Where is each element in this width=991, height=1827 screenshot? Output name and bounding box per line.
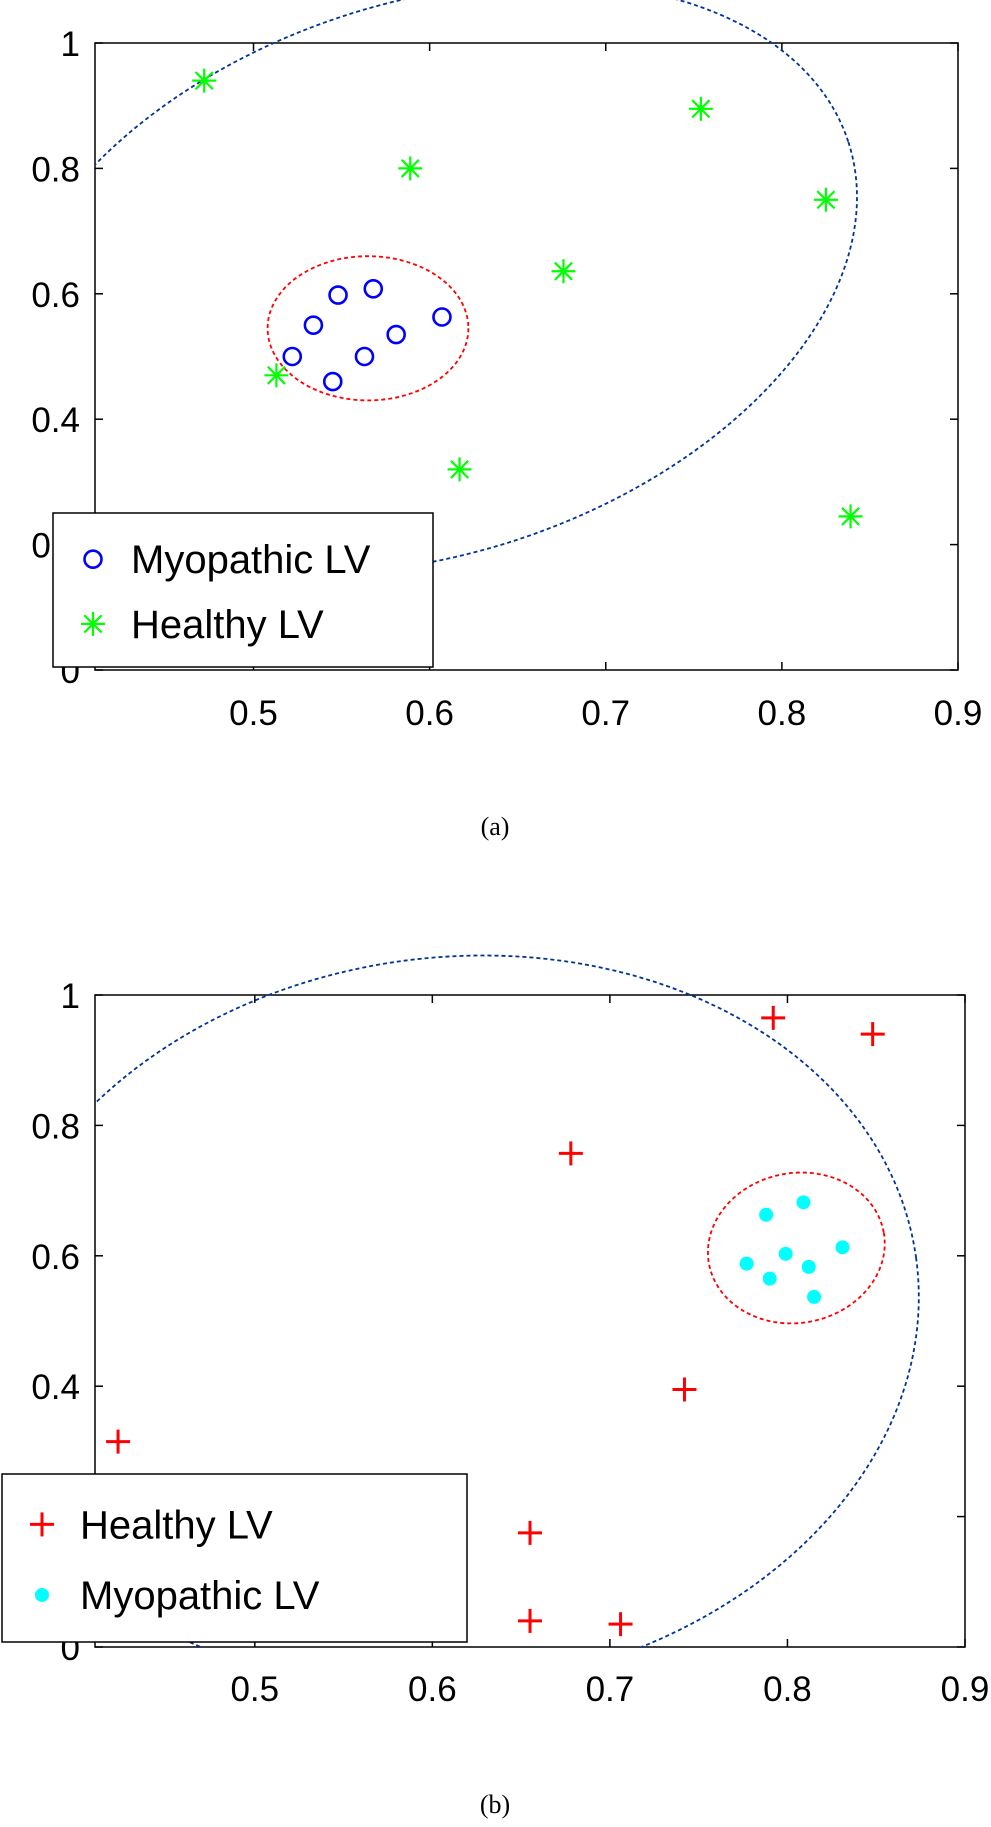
data-point [386,324,406,345]
x-tick-label: 0.5 [229,694,278,733]
data-point [264,363,289,388]
data-point [106,1429,131,1454]
legend-box [1,1473,468,1643]
y-tick-label: 0.4 [31,401,80,440]
data-point [398,156,423,181]
data-point [838,504,863,529]
data-point-d2 [194,71,214,91]
ellipses [95,0,858,575]
data-point [192,68,217,93]
data-point [672,1377,697,1402]
data-point [518,1520,542,1545]
series-myopathic-lv [739,1195,850,1304]
data-point [796,1195,811,1210]
data-point [762,1271,777,1286]
legend-box [52,512,434,668]
legend: Healthy LV Myopathic LV [1,1473,468,1643]
data-point [551,259,576,284]
legend-marker [30,1512,54,1537]
data-point-d2 [450,459,469,479]
y-tick-label: 1 [61,977,80,1016]
x-tick-label: 0.6 [408,1670,457,1709]
y-tick-label: 0.8 [31,150,80,189]
legend-label: Healthy LV [131,603,324,647]
plot-area [94,42,959,671]
y-tick-label: 0.4 [31,1368,80,1407]
legend-label: Myopathic LV [80,1574,320,1618]
data-point [761,1005,786,1030]
x-tick-label: 0.7 [586,1670,635,1709]
data-point [688,96,713,121]
data-point [835,1240,850,1255]
data-point [282,346,303,367]
data-point-d2 [816,190,836,210]
data-point [778,1246,793,1261]
data-point [363,278,384,299]
data-point [813,187,838,212]
legend-marker [35,1587,49,1602]
outer-boundary-ellipse [95,0,858,575]
inner-boundary-ellipse [707,1171,886,1325]
outer-boundary-ellipse [95,954,920,1647]
series-myopathic-lv [282,278,452,392]
y-tick-label: 0.6 [31,1238,80,1277]
data-point [608,1612,633,1637]
data-point [860,1022,885,1047]
series-healthy-lv [192,68,863,529]
y-tick-label: 1 [61,25,80,64]
x-tick-label: 0.8 [758,694,807,733]
data-point [432,307,452,327]
data-point-d2 [554,261,573,281]
data-point [759,1207,774,1222]
y-tick-label: 0.6 [31,276,80,315]
data-point [322,371,343,392]
legend-label: Myopathic LV [131,538,371,582]
legend-label: Healthy LV [80,1503,273,1547]
ellipses [95,954,920,1647]
legend-marker-d2 [83,614,103,634]
data-point-d2 [400,158,420,178]
data-point [354,346,375,367]
data-point [447,457,472,482]
figure-caption: (b) [480,1790,510,1819]
data-point [739,1256,754,1271]
x-tick-label: 0.9 [941,1670,990,1709]
inner-boundary-ellipse [266,255,470,402]
x-tick-label: 0.8 [763,1670,812,1709]
figure-caption: (a) [481,812,510,841]
data-point-d2 [841,506,860,526]
x-tick-label: 0.7 [581,694,630,733]
data-point [328,285,348,305]
x-tick-label: 0.9 [934,694,983,733]
legend-marker [83,549,103,570]
x-tick-label: 0.6 [405,694,454,733]
data-point-d2 [691,99,711,119]
data-point [518,1608,542,1633]
data-point [807,1289,822,1304]
data-point [303,315,324,335]
legend-marker [81,611,105,636]
x-tick-label: 0.5 [230,1670,279,1709]
y-tick-label: 0.8 [31,1107,80,1146]
data-point-d2 [266,365,286,385]
legend: Myopathic LV Healthy LV [52,512,434,668]
series-healthy-lv [106,1005,885,1637]
data-point [801,1259,816,1274]
data-point [558,1141,583,1166]
plot-area [94,994,966,1648]
